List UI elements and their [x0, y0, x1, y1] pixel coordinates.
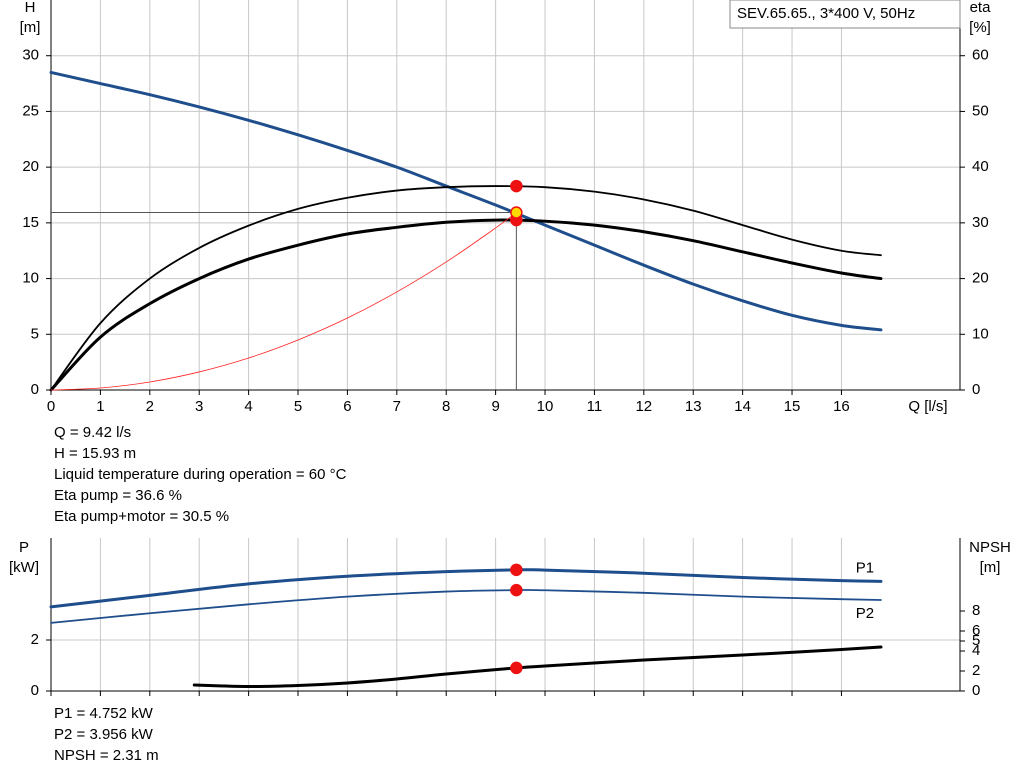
curve [192, 645, 883, 689]
series-label: P2 [856, 605, 874, 622]
marker [510, 583, 523, 597]
y-axis-label: H [25, 0, 36, 16]
x-tick-label: 3 [195, 398, 203, 415]
y2-tick-label: 5 [972, 632, 980, 649]
y2-axis-label: eta [970, 0, 992, 16]
y2-tick-label: 2 [972, 662, 980, 679]
marker [510, 179, 523, 193]
marker [510, 206, 523, 219]
x-tick-label: 13 [685, 398, 702, 415]
y-tick-label: 2 [31, 631, 39, 648]
y-tick-label: 5 [31, 325, 39, 342]
y2-tick-label: 0 [972, 682, 980, 699]
x-tick-label: 1 [96, 398, 104, 415]
x-tick-label: 15 [784, 398, 801, 415]
curve [49, 70, 883, 332]
note: Eta pump = 36.6 % [54, 487, 182, 504]
x-tick-label: 7 [393, 398, 401, 415]
y2-tick-label: 8 [972, 602, 980, 619]
y-tick-label: 15 [22, 214, 39, 231]
y2-tick-label: 10 [972, 325, 989, 342]
curve [49, 218, 883, 392]
note: Q = 9.42 l/s [54, 424, 131, 441]
note: Eta pump+motor = 30.5 % [54, 508, 229, 525]
y-tick-label: 0 [31, 682, 39, 699]
x-tick-label: 6 [343, 398, 351, 415]
x-tick-label: 9 [491, 398, 499, 415]
y2-tick-label: 20 [972, 270, 989, 287]
y2-tick-label: 40 [972, 158, 989, 175]
note: NPSH = 2.31 m [54, 747, 159, 764]
y2-tick-label: 0 [972, 381, 980, 398]
y2-tick-label: 30 [972, 214, 989, 231]
y2-axis-label: NPSH [969, 539, 1011, 556]
y-tick-label: 20 [22, 158, 39, 175]
note: Liquid temperature during operation = 60… [54, 466, 347, 483]
x-tick-label: 0 [47, 398, 55, 415]
x-tick-label: 4 [244, 398, 252, 415]
caption: SEV.65.65., 3*400 V, 50Hz [737, 5, 915, 22]
x-tick-label: 8 [442, 398, 450, 415]
y-tick-label: 30 [22, 47, 39, 64]
curve [50, 589, 882, 624]
y-axis-label: P [19, 539, 29, 556]
y-axis-label: [kW] [9, 559, 39, 576]
y-tick-label: 10 [22, 270, 39, 287]
marker [510, 661, 523, 675]
x-tick-label: 14 [734, 398, 751, 415]
x-axis-label: Q [l/s] [908, 398, 947, 415]
x-tick-label: 5 [294, 398, 302, 415]
note: P2 = 3.956 kW [54, 726, 154, 743]
note: P1 = 4.752 kW [54, 705, 154, 722]
y2-tick-label: 60 [972, 47, 989, 64]
x-tick-label: 2 [146, 398, 154, 415]
y2-tick-label: 6 [972, 622, 980, 639]
caption-box [729, 0, 961, 29]
curve [50, 212, 517, 391]
curve [50, 185, 882, 391]
y-axis-label: [m] [20, 19, 41, 36]
x-tick-label: 16 [833, 398, 850, 415]
x-tick-label: 12 [635, 398, 652, 415]
note: H = 15.93 m [54, 445, 136, 462]
y2-axis-label: [m] [980, 559, 1001, 576]
y-tick-label: 0 [31, 381, 39, 398]
x-tick-label: 11 [587, 398, 603, 415]
curve [49, 568, 883, 609]
y2-axis-label: [%] [969, 19, 991, 36]
marker [510, 563, 523, 577]
y2-tick-label: 50 [972, 102, 989, 119]
x-tick-label: 10 [537, 398, 554, 415]
y-tick-label: 25 [22, 102, 39, 119]
y2-tick-label: 4 [972, 642, 980, 659]
series-label: P1 [856, 559, 874, 576]
